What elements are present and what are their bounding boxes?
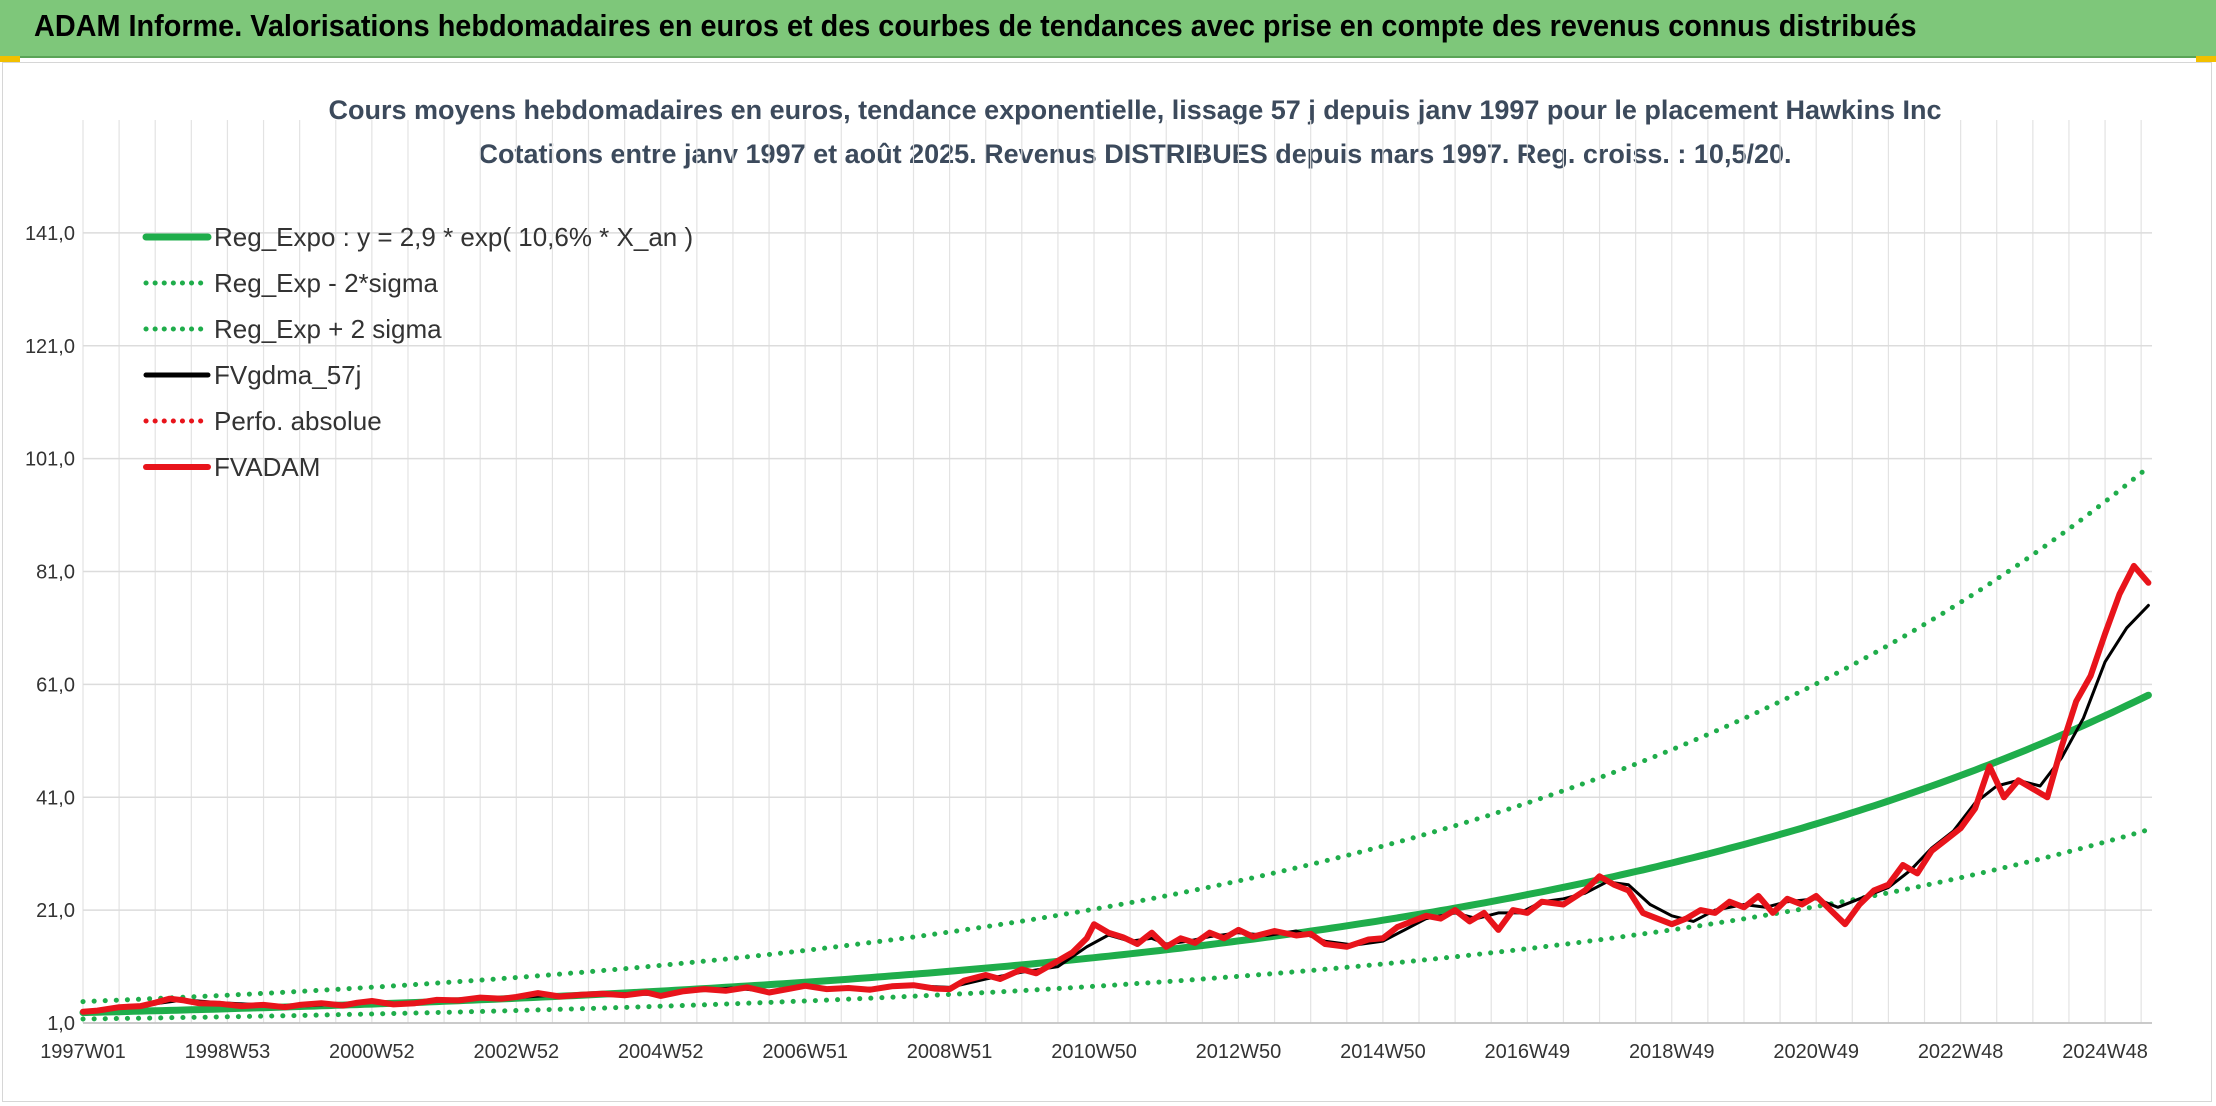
x-tick-label: 1997W01 [40,1041,126,1063]
x-tick-label: 2000W52 [329,1041,415,1063]
legend-label: FVADAM [214,452,320,482]
legend-label: FVgdma_57j [214,360,361,390]
x-tick-label: 2010W50 [1051,1041,1137,1063]
legend: Reg_Expo : y = 2,9 * exp( 10,6% * X_an )… [142,222,693,482]
legend-label: Perfo. absolue [214,406,382,436]
x-tick-label: 2002W52 [473,1041,559,1063]
x-tick-label: 2020W49 [1773,1041,1859,1063]
y-tick-label: 81,0 [36,562,75,584]
x-tick-label: 2016W49 [1485,1041,1571,1063]
x-tick-label: 2014W50 [1340,1041,1426,1063]
series-lines [79,464,2152,1022]
x-tick-label: 1998W53 [185,1041,271,1063]
x-tick-label: 2008W51 [907,1041,993,1063]
series-line [79,691,2152,1017]
y-tick-label: 21,0 [36,900,75,922]
series-line [80,827,2151,1022]
y-tick-label: 121,0 [25,336,75,358]
legend-label: Reg_Exp + 2 sigma [214,314,442,344]
corner-marker-right [2196,56,2216,62]
x-tick-label: 2012W50 [1196,1041,1282,1063]
legend-label: Reg_Expo : y = 2,9 * exp( 10,6% * X_an ) [214,222,693,252]
x-tick-label: 2006W51 [762,1041,848,1063]
axis-labels: 1,0 21,0 41,0 61,0 81,0 101,0 121,0 141,0 1997W0… [25,223,2148,1063]
chart-frame [2,62,2212,1102]
x-tick-label: 2004W52 [618,1041,704,1063]
y-tick-label: 1,0 [47,1013,75,1035]
series-line [80,464,2151,1005]
x-tick-label: 2024W48 [2062,1041,2148,1063]
gridlines [82,120,2152,1024]
x-tick-label: 2018W49 [1629,1041,1715,1063]
report-banner: ADAM Informe. Valorisations hebdomadaire… [0,0,2216,58]
legend-label: Reg_Exp - 2*sigma [214,268,439,298]
series-line [80,562,2152,1015]
y-tick-label: 61,0 [36,674,75,696]
chart-title: Cours moyens hebdomadaires en euros, ten… [328,95,1941,125]
chart-subtitle: Cotations entre janv 1997 et août 2025. … [478,139,1791,169]
series-line [81,603,2150,1014]
y-tick-label: 41,0 [36,787,75,809]
report-title: ADAM Informe. Valorisations hebdomadaire… [34,8,1917,43]
y-tick-label: 141,0 [25,223,75,245]
y-tick-label: 101,0 [25,449,75,471]
x-tick-label: 2022W48 [1918,1041,2004,1063]
corner-marker-left [0,56,20,62]
